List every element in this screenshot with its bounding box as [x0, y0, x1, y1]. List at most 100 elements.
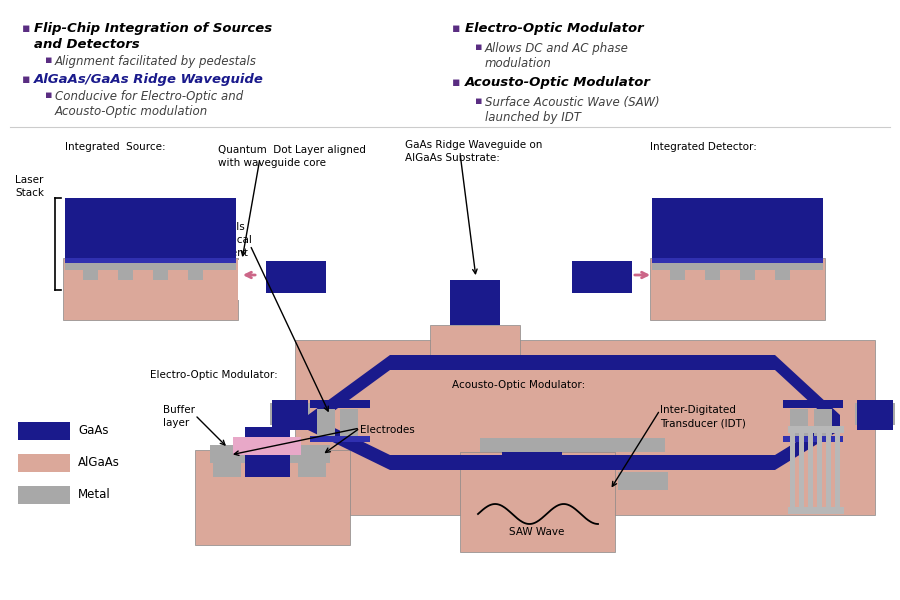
- Text: and Detectors: and Detectors: [34, 38, 140, 51]
- Text: Laser: Laser: [15, 175, 43, 185]
- Text: AlGaAs: AlGaAs: [78, 457, 120, 469]
- Bar: [153, 265, 168, 280]
- Text: Acousto-Optic Modulator: Acousto-Optic Modulator: [465, 76, 651, 89]
- Text: Integrated  Source:: Integrated Source:: [65, 142, 166, 152]
- Text: ▪: ▪: [475, 96, 482, 106]
- Bar: [65, 253, 236, 258]
- Bar: [18, 486, 70, 504]
- Bar: [618, 472, 668, 490]
- Text: Electrodes: Electrodes: [360, 425, 415, 435]
- Bar: [650, 258, 825, 320]
- Polygon shape: [308, 355, 840, 430]
- Text: launched by IDT: launched by IDT: [485, 111, 580, 124]
- Bar: [213, 449, 241, 477]
- Bar: [652, 253, 823, 258]
- Bar: [65, 198, 236, 253]
- Bar: [502, 440, 562, 470]
- Bar: [245, 427, 290, 477]
- Bar: [83, 265, 98, 280]
- Bar: [835, 430, 840, 510]
- Bar: [826, 430, 831, 510]
- Text: ▪: ▪: [22, 73, 31, 86]
- Bar: [783, 400, 843, 408]
- Text: Inter-Digitated: Inter-Digitated: [660, 405, 736, 415]
- Bar: [63, 258, 238, 320]
- Text: GaAs Ridge Waveguide on: GaAs Ridge Waveguide on: [405, 140, 543, 150]
- Bar: [295, 340, 875, 515]
- Text: Alignment facilitated by pedestals: Alignment facilitated by pedestals: [55, 55, 256, 68]
- Text: for vertical: for vertical: [195, 235, 252, 245]
- Bar: [652, 198, 823, 253]
- Text: SAW Wave: SAW Wave: [509, 527, 564, 537]
- Bar: [450, 280, 500, 325]
- Text: Electro-Optic Modulator:: Electro-Optic Modulator:: [150, 370, 278, 380]
- Text: AlGaAs/GaAs Ridge Waveguide: AlGaAs/GaAs Ridge Waveguide: [34, 73, 264, 86]
- Text: Pedestals: Pedestals: [195, 222, 245, 232]
- Text: ▪: ▪: [475, 42, 482, 52]
- Bar: [65, 263, 236, 270]
- Text: Stack: Stack: [15, 188, 44, 198]
- Text: AlGaAs Substrate:: AlGaAs Substrate:: [405, 153, 500, 163]
- Text: ▪: ▪: [45, 90, 52, 100]
- Bar: [799, 430, 804, 510]
- Text: Integrated Detector:: Integrated Detector:: [650, 142, 757, 152]
- Bar: [814, 409, 832, 437]
- Text: layer: layer: [163, 418, 189, 428]
- Bar: [188, 265, 203, 280]
- Bar: [65, 258, 236, 263]
- Bar: [790, 430, 795, 510]
- Bar: [855, 403, 895, 425]
- Bar: [788, 507, 844, 514]
- Bar: [775, 265, 790, 280]
- Text: Acousto-Optic modulation: Acousto-Optic modulation: [55, 105, 208, 118]
- Text: Conducive for Electro-Optic and: Conducive for Electro-Optic and: [55, 90, 243, 103]
- Bar: [460, 452, 615, 552]
- Bar: [310, 400, 370, 408]
- Bar: [783, 436, 843, 442]
- Bar: [480, 438, 665, 452]
- Bar: [705, 265, 720, 280]
- Bar: [195, 450, 350, 545]
- Text: Acousto-Optic Modulator:: Acousto-Optic Modulator:: [452, 380, 585, 390]
- Text: GaAs: GaAs: [78, 425, 109, 437]
- Bar: [788, 426, 844, 433]
- Text: Allows DC and AC phase: Allows DC and AC phase: [485, 42, 629, 55]
- Text: Flip-Chip Integration of Sources: Flip-Chip Integration of Sources: [34, 22, 272, 35]
- Bar: [233, 437, 301, 455]
- Bar: [272, 400, 308, 430]
- Text: ▪: ▪: [22, 22, 31, 35]
- Text: ▪: ▪: [45, 55, 52, 65]
- Bar: [310, 436, 370, 442]
- Bar: [740, 265, 755, 280]
- Text: Electro-Optic Modulator: Electro-Optic Modulator: [465, 22, 644, 35]
- Bar: [18, 454, 70, 472]
- Bar: [670, 265, 685, 280]
- Text: ▪: ▪: [452, 76, 461, 89]
- Text: modulation: modulation: [485, 57, 552, 70]
- Bar: [790, 409, 808, 437]
- Bar: [600, 260, 650, 300]
- Bar: [298, 449, 326, 477]
- Bar: [652, 258, 823, 263]
- Text: Surface Acoustic Wave (SAW): Surface Acoustic Wave (SAW): [485, 96, 660, 109]
- Text: with waveguide core: with waveguide core: [218, 158, 326, 168]
- Bar: [317, 409, 335, 437]
- Bar: [817, 430, 822, 510]
- Bar: [857, 400, 893, 430]
- Bar: [340, 409, 358, 437]
- Bar: [118, 265, 133, 280]
- Text: Metal: Metal: [78, 488, 111, 502]
- Bar: [270, 403, 310, 425]
- Bar: [238, 260, 288, 300]
- Text: ▪: ▪: [452, 22, 461, 35]
- Bar: [266, 261, 326, 293]
- Bar: [808, 430, 813, 510]
- Bar: [652, 263, 823, 270]
- Text: Transducer (IDT): Transducer (IDT): [660, 418, 746, 428]
- Text: Quantum  Dot Layer aligned: Quantum Dot Layer aligned: [218, 145, 366, 155]
- Bar: [18, 422, 70, 440]
- Polygon shape: [308, 415, 840, 470]
- Bar: [210, 445, 330, 463]
- Bar: [430, 325, 520, 355]
- Text: Buffer: Buffer: [163, 405, 195, 415]
